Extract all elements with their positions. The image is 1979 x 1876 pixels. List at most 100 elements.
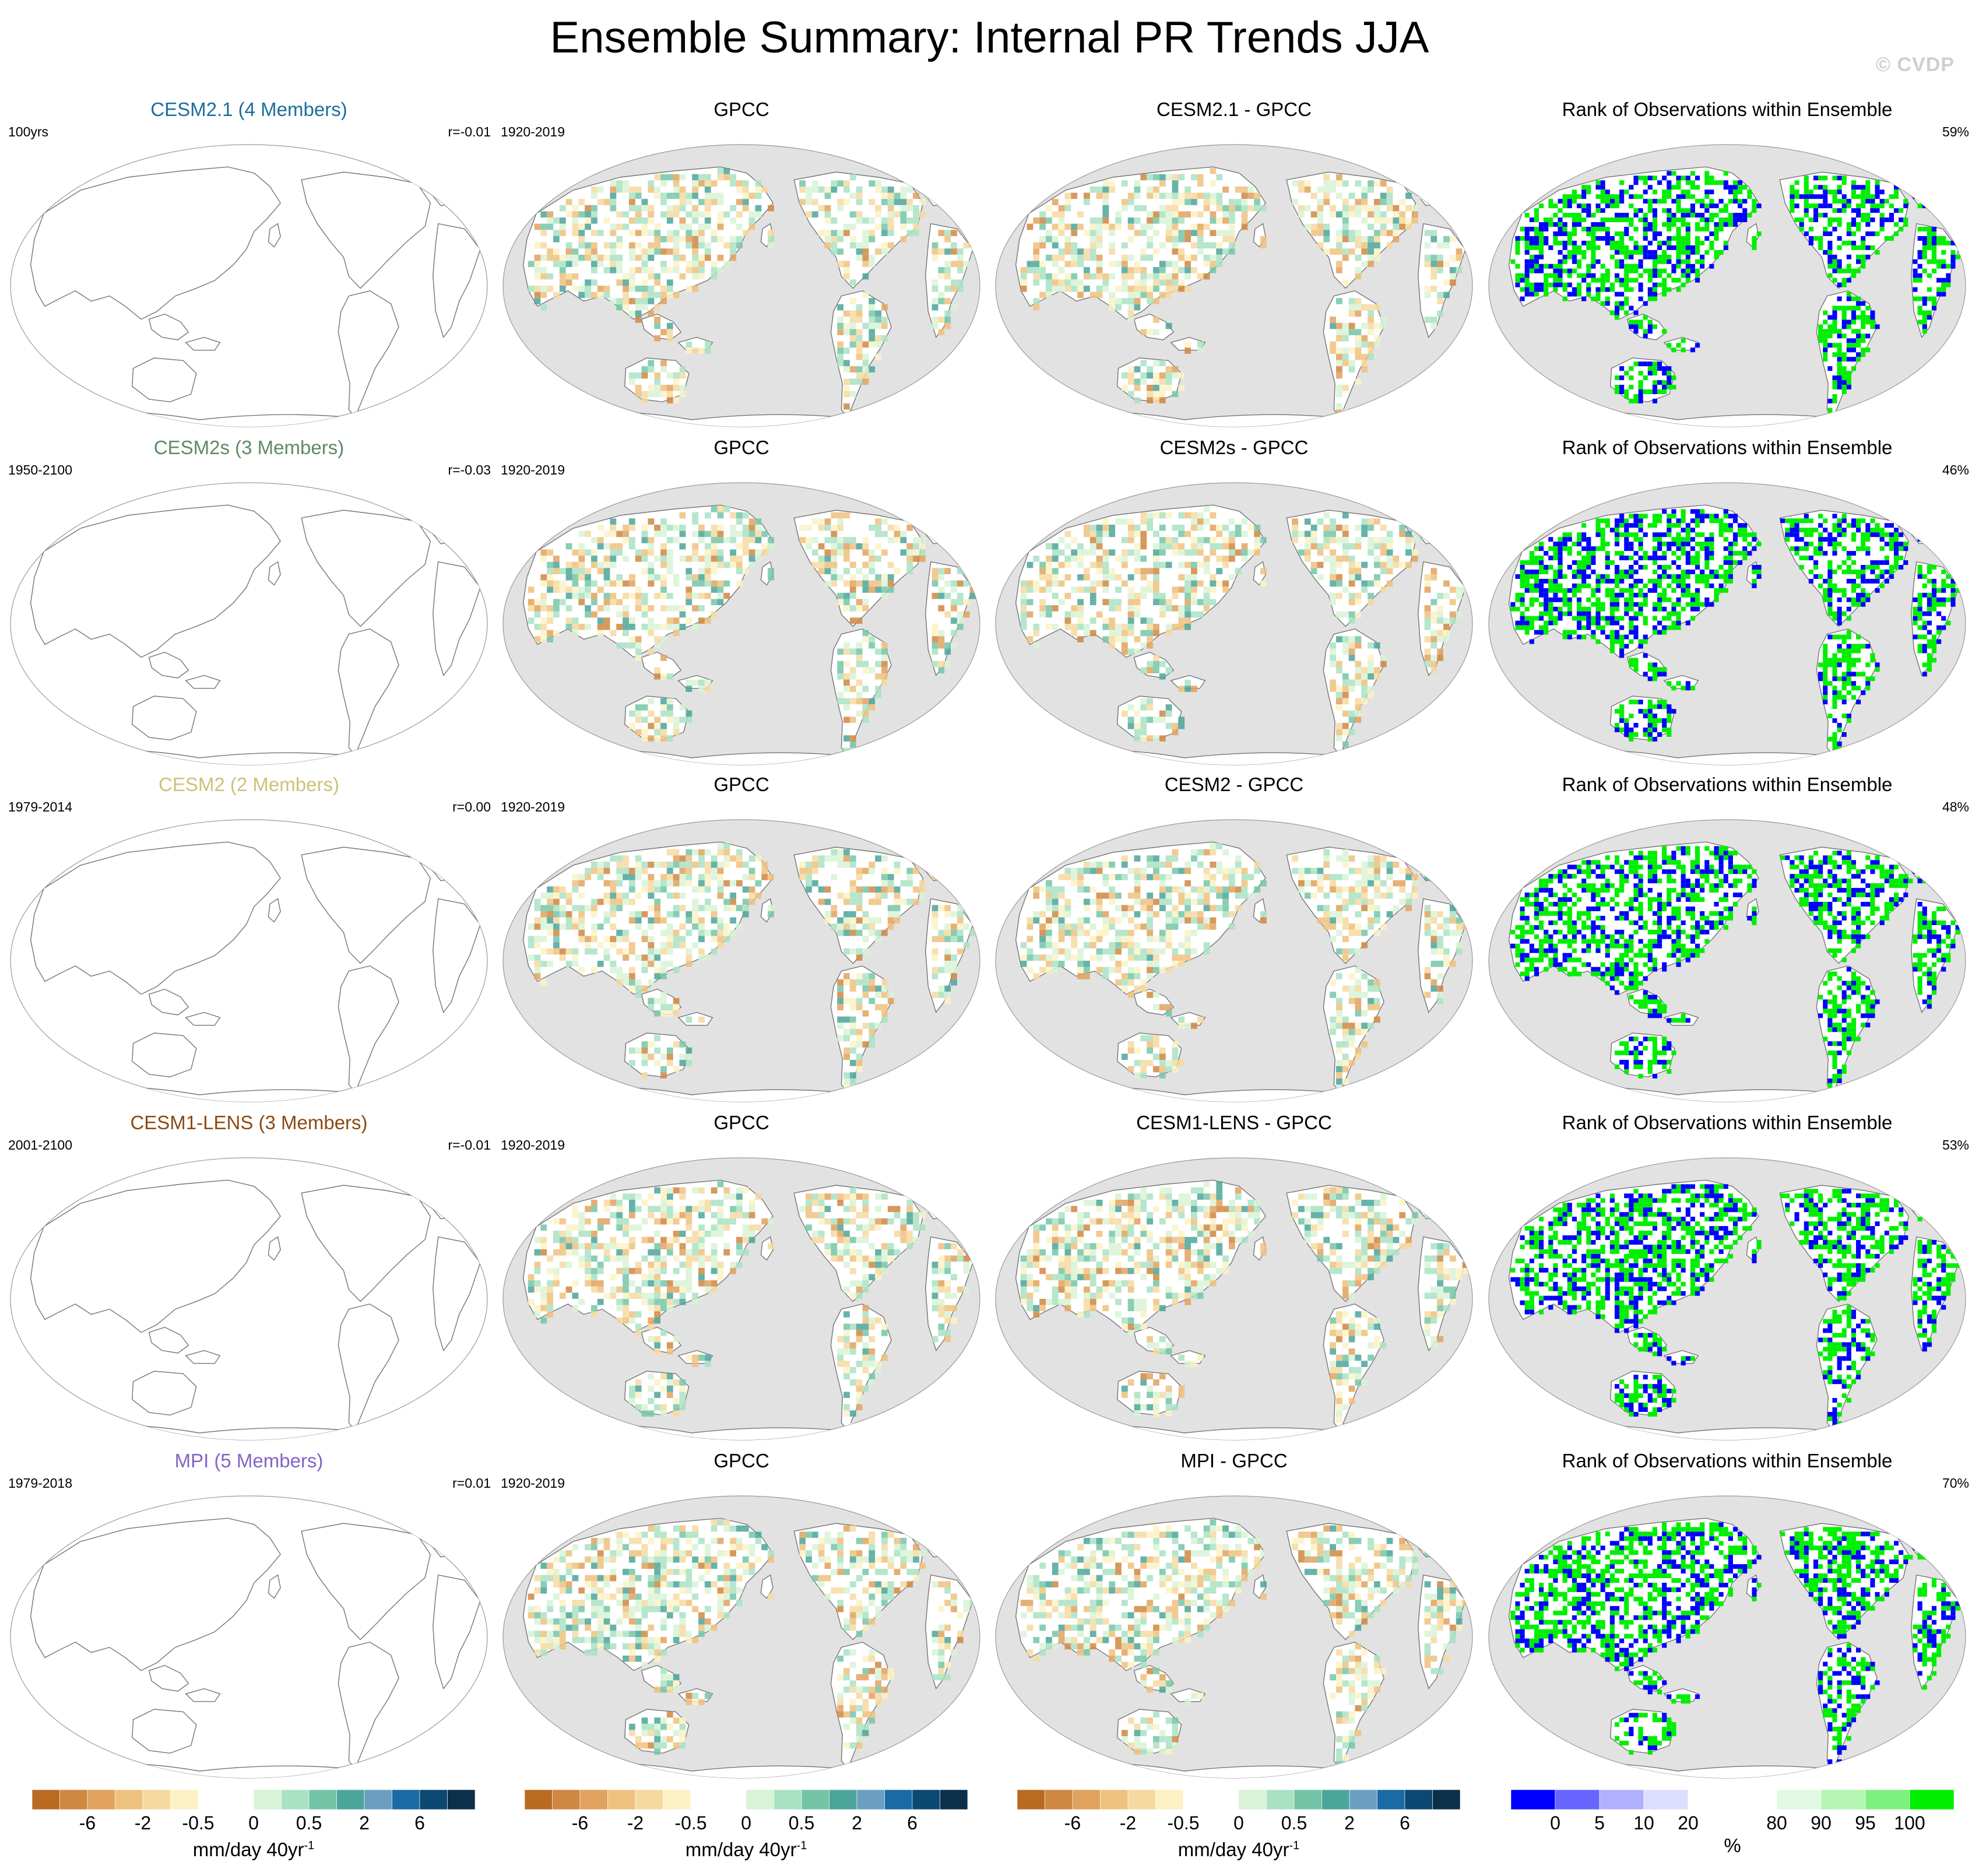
panel-model: CESM2.1 (4 Members) 100yrs r=-0.01 — [7, 98, 491, 430]
panel-stat-label: 48% — [1942, 799, 1969, 814]
land-outline — [1816, 1642, 1878, 1770]
colorbar-swatch — [1127, 1789, 1156, 1810]
world-map — [995, 819, 1473, 1102]
land-outline — [641, 651, 682, 679]
panel-obs: GPCC 1920-2019 — [500, 1449, 983, 1782]
colorbar-tick-label: -6 — [1064, 1812, 1081, 1833]
colorbar-swatch — [1183, 1789, 1211, 1810]
colorbar-swatch — [940, 1789, 968, 1810]
colorbar-tick-label: 0 — [248, 1812, 259, 1833]
world-map — [995, 482, 1473, 765]
colorbar-swatches: -6 -2 -0.5 0 0.5 2 6 — [32, 1789, 475, 1833]
panel-stat-label: 46% — [1942, 462, 1969, 477]
land-outline — [30, 166, 282, 320]
panel-obs: GPCC 1920-2019 — [500, 773, 983, 1105]
colorbar-tick-label: 6 — [1400, 1812, 1410, 1833]
panel-model: CESM1-LENS (3 Members) 2001-2100 r=-0.01 — [7, 1111, 491, 1443]
panel-title: GPCC — [713, 774, 769, 795]
land-outline — [301, 171, 431, 289]
colorbar-swatch — [364, 1789, 392, 1810]
panel-title: GPCC — [713, 437, 769, 458]
panel-stat-label: r=-0.01 — [448, 124, 491, 139]
colorbar-units-exponent: -1 — [304, 1839, 315, 1852]
colorbar-units-label: mm/day 40yr-1 — [32, 1834, 475, 1861]
colorbar-swatch — [1377, 1789, 1405, 1810]
panel-period-label: 1920-2019 — [501, 1475, 565, 1491]
panel-title: Rank of Observations within Ensemble — [1562, 437, 1893, 458]
panel-stat-label: r=-0.03 — [448, 462, 491, 477]
land-outline — [148, 651, 189, 679]
colorbar-tick-label: -2 — [627, 1812, 644, 1833]
panel-stat-label: r=0.01 — [452, 1475, 491, 1491]
land-outline — [433, 1236, 481, 1352]
panel-rank: Rank of Observations within Ensemble 59% — [1485, 98, 1969, 430]
panel-diff: CESM2s - GPCC — [992, 436, 1476, 768]
world-map — [502, 144, 980, 427]
panel-title: CESM2 (2 Members) — [159, 774, 339, 795]
panel-diff: CESM2.1 - GPCC — [992, 98, 1476, 430]
land-outline — [268, 561, 281, 586]
rank-field — [1510, 1522, 1960, 1764]
land-outline — [148, 1664, 189, 1692]
panel-title: CESM2.1 (4 Members) — [150, 99, 347, 120]
panel-period-label: 1979-2014 — [8, 799, 72, 814]
land-outline — [1253, 1574, 1266, 1599]
map-content — [996, 1179, 1472, 1440]
panel-model: MPI (5 Members) 1979-2018 r=0.01 — [7, 1449, 491, 1782]
colorbar-tick-label: 6 — [414, 1812, 425, 1833]
colorbar-swatch — [1599, 1789, 1644, 1810]
colorbar-swatch — [1321, 1789, 1350, 1810]
panel-title: GPCC — [713, 1450, 769, 1471]
panel-period-label: 100yrs — [8, 124, 49, 139]
panel-title: Rank of Observations within Ensemble — [1562, 99, 1893, 120]
panel-stat-label: r=-0.01 — [448, 1137, 491, 1153]
colorbar-tick-label: -6 — [79, 1812, 96, 1833]
land-outline — [433, 223, 481, 339]
panel-model: CESM2s (3 Members) 1950-2100 r=-0.03 — [7, 436, 491, 768]
colorbar-swatch — [525, 1789, 553, 1810]
world-map — [502, 1495, 980, 1779]
colorbar-swatch — [1293, 1789, 1322, 1810]
world-map — [10, 819, 488, 1102]
colorbar-tick-label: -0.5 — [182, 1812, 214, 1833]
land-outline — [301, 846, 431, 964]
colorbar-swatch — [1072, 1789, 1101, 1810]
panel-rank: Rank of Observations within Ensemble 46% — [1485, 436, 1969, 768]
trend-field — [528, 843, 976, 1091]
land-outline — [268, 898, 281, 923]
colorbar-tick-label: -6 — [572, 1812, 588, 1833]
trend-field — [1020, 506, 1469, 748]
panel-diff: CESM2 - GPCC — [992, 773, 1476, 1105]
land-outline — [148, 988, 189, 1016]
map-content — [503, 504, 980, 765]
land-outline — [268, 223, 281, 248]
colorbar-tick-label: 2 — [1344, 1812, 1355, 1833]
panel-stat-label: 70% — [1942, 1475, 1969, 1491]
panel-period-label: 1979-2018 — [8, 1475, 72, 1491]
trend-field — [528, 168, 970, 416]
colorbar-swatch — [142, 1789, 171, 1810]
colorbar-swatch — [1732, 1789, 1777, 1810]
colorbar-trend: -6 -2 -0.5 0 0.5 2 6 mm/day 40yr-1 — [32, 1789, 475, 1861]
land-outline — [301, 1185, 431, 1302]
colorbar-swatch — [690, 1789, 719, 1810]
world-map — [10, 144, 488, 427]
colorbar-units-text: mm/day 40yr — [192, 1839, 304, 1860]
colorbar-swatch — [87, 1789, 115, 1810]
colorbar-swatch — [1820, 1789, 1866, 1810]
land-outline — [338, 965, 399, 1094]
panel-title: GPCC — [713, 99, 769, 120]
colorbar-swatch — [884, 1789, 913, 1810]
panel-period-label: 1920-2019 — [501, 799, 565, 814]
colorbar-swatch — [663, 1789, 691, 1810]
panel-title: Rank of Observations within Ensemble — [1562, 774, 1893, 795]
world-map — [1488, 1157, 1966, 1441]
panel-diff: MPI - GPCC — [992, 1449, 1476, 1782]
colorbar-tick-label: 0.5 — [1281, 1812, 1307, 1833]
colorbar-swatch — [1045, 1789, 1073, 1810]
panel-title: CESM2s - GPCC — [1159, 437, 1309, 458]
colorbar-units-label: mm/day 40yr-1 — [525, 1834, 968, 1861]
colorbar-units-text: mm/day 40yr — [1177, 1839, 1289, 1860]
world-map — [10, 482, 488, 765]
colorbar-swatch — [801, 1789, 829, 1810]
